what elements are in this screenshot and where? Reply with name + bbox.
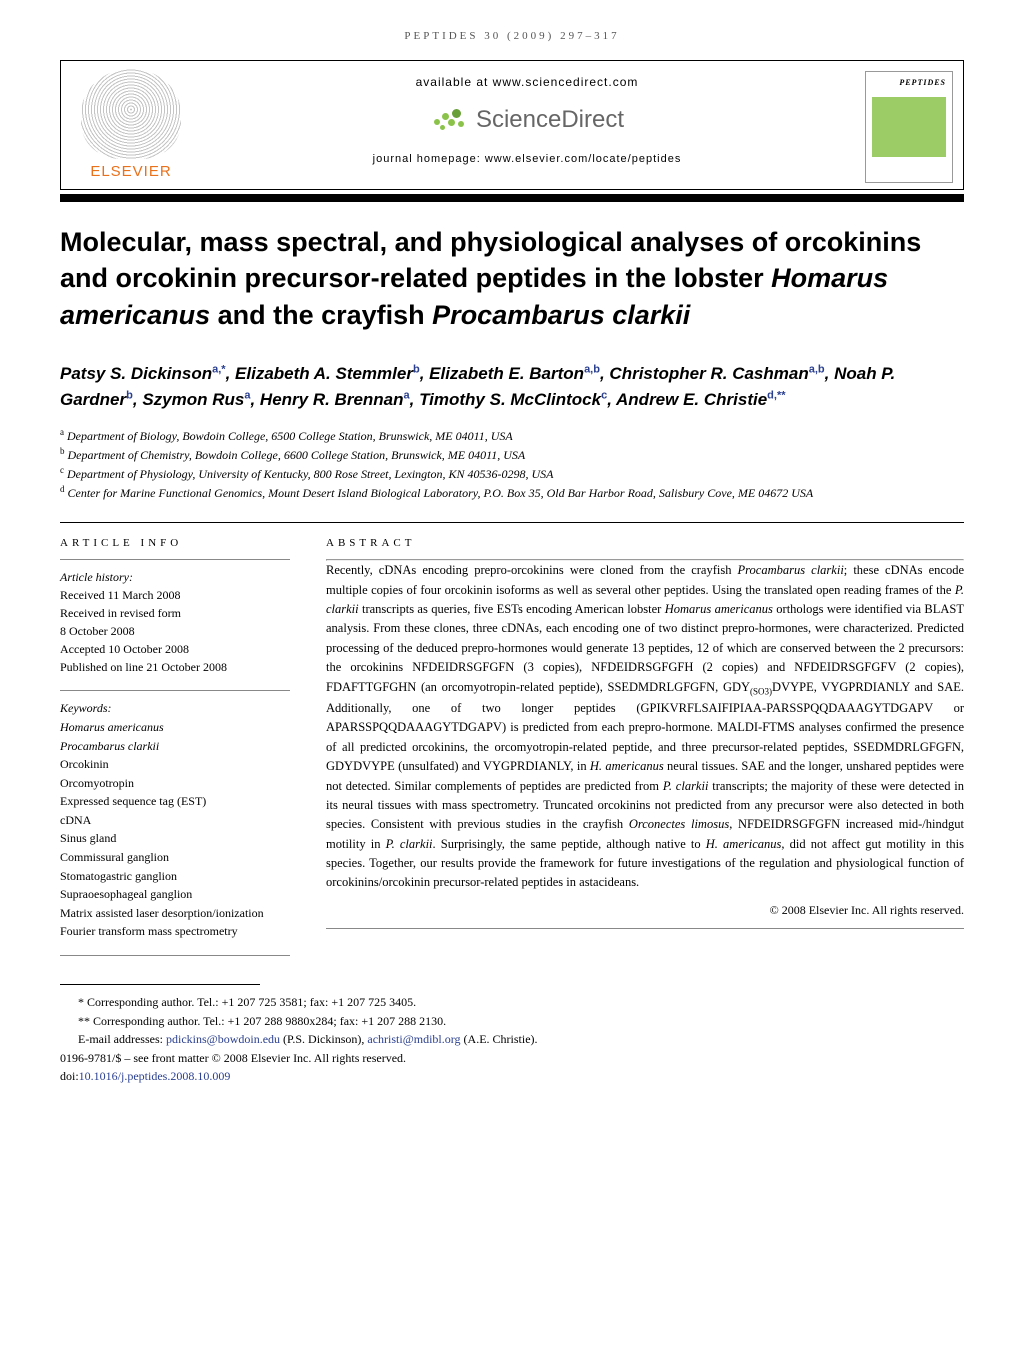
sciencedirect-logo: ScienceDirect bbox=[430, 105, 624, 135]
journal-cover-thumb: PEPTIDES bbox=[865, 71, 953, 183]
abstract-text: Recently, cDNAs encoding prepro-orcokini… bbox=[326, 561, 964, 900]
corresponding-author-1: * Corresponding author. Tel.: +1 207 725… bbox=[60, 993, 964, 1012]
available-at: available at www.sciencedirect.com bbox=[211, 75, 843, 89]
author-list: Patsy S. Dickinsona,*, Elizabeth A. Stem… bbox=[60, 361, 964, 412]
article-title: Molecular, mass spectral, and physiologi… bbox=[60, 224, 964, 333]
doi-link[interactable]: 10.1016/j.peptides.2008.10.009 bbox=[79, 1069, 231, 1083]
journal-cover-title: PEPTIDES bbox=[872, 78, 946, 87]
sciencedirect-dots-icon bbox=[430, 105, 470, 135]
footer-block: * Corresponding author. Tel.: +1 207 725… bbox=[60, 993, 964, 1086]
abstract-label: ABSTRACT bbox=[326, 523, 964, 559]
email-line: E-mail addresses: pdickins@bowdoin.edu (… bbox=[60, 1030, 964, 1049]
keywords-block: Keywords: Homarus americanusProcambarus … bbox=[60, 691, 290, 955]
journal-reference: PEPTIDES 30 (2009) 297–317 bbox=[60, 30, 964, 42]
keywords-label: Keywords: bbox=[60, 699, 290, 718]
corresponding-author-2: ** Corresponding author. Tel.: +1 207 28… bbox=[60, 1012, 964, 1031]
abstract-column: ABSTRACT Recently, cDNAs encoding prepro… bbox=[326, 523, 964, 956]
email-link-1[interactable]: pdickins@bowdoin.edu bbox=[166, 1032, 280, 1046]
front-matter: 0196-9781/$ – see front matter © 2008 El… bbox=[60, 1049, 964, 1068]
history-label: Article history: bbox=[60, 568, 290, 586]
journal-cover-image bbox=[872, 97, 946, 157]
footer-rule bbox=[60, 984, 260, 985]
elsevier-logo-block: ELSEVIER bbox=[71, 69, 191, 180]
article-history: Article history: Received 11 March 2008R… bbox=[60, 560, 290, 690]
divider-bar bbox=[60, 194, 964, 202]
elsevier-name: ELSEVIER bbox=[71, 163, 191, 180]
sciencedirect-text: ScienceDirect bbox=[476, 106, 624, 134]
abstract-copyright: © 2008 Elsevier Inc. All rights reserved… bbox=[326, 901, 964, 928]
journal-homepage: journal homepage: www.elsevier.com/locat… bbox=[211, 153, 843, 165]
article-info-column: ARTICLE INFO Article history: Received 1… bbox=[60, 523, 290, 956]
article-info-label: ARTICLE INFO bbox=[60, 523, 290, 559]
affiliation-list: a Department of Biology, Bowdoin College… bbox=[60, 426, 964, 502]
doi-line: doi:10.1016/j.peptides.2008.10.009 bbox=[60, 1067, 964, 1086]
elsevier-tree-icon bbox=[81, 69, 181, 159]
header-box: ELSEVIER available at www.sciencedirect.… bbox=[60, 60, 964, 190]
email-link-2[interactable]: achristi@mdibl.org bbox=[367, 1032, 460, 1046]
